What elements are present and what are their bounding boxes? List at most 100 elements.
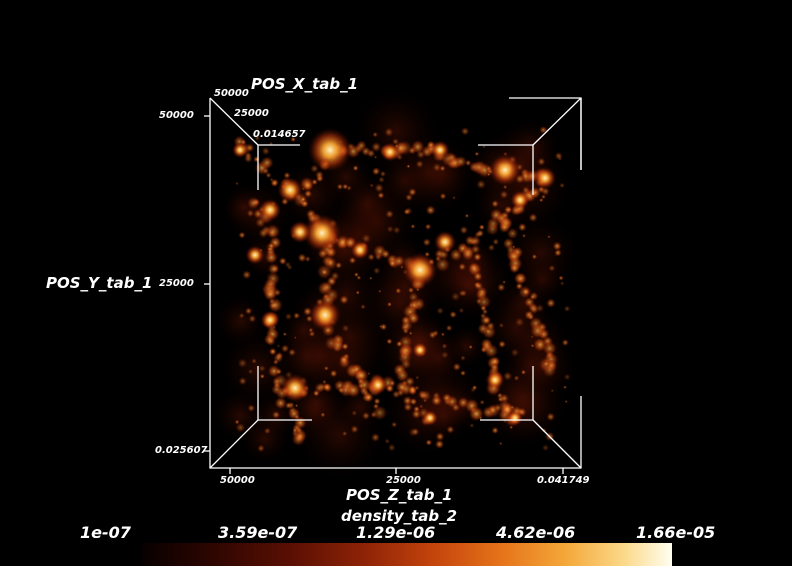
density-blob	[371, 141, 382, 153]
density-blob	[235, 422, 246, 433]
density-blob	[461, 247, 475, 262]
density-blob	[458, 290, 465, 297]
density-blob	[351, 410, 358, 417]
density-blob	[512, 245, 516, 249]
density-blob	[261, 146, 271, 156]
density-blob	[502, 371, 513, 382]
colorbar-tick-label: 1e-07	[80, 523, 131, 542]
density-blob	[440, 332, 445, 337]
density-blob	[464, 235, 476, 246]
density-blob	[260, 156, 274, 170]
density-blob	[509, 425, 514, 430]
density-blob	[514, 317, 525, 328]
density-blob	[414, 385, 420, 391]
density-blob	[409, 397, 418, 406]
density-blob	[522, 233, 526, 238]
density-blob	[268, 347, 277, 356]
density-blob	[492, 238, 500, 246]
density-blob	[408, 331, 413, 336]
density-blob	[542, 340, 558, 356]
density-blob	[341, 324, 350, 333]
density-blob	[259, 373, 265, 379]
density-blob	[380, 142, 400, 162]
density-blob	[280, 373, 310, 403]
density-blob	[445, 324, 453, 332]
density-blob	[302, 180, 314, 192]
density-blob	[326, 258, 336, 267]
density-blob	[412, 342, 428, 358]
density-blob	[499, 190, 509, 200]
density-blob	[468, 344, 473, 350]
density-blob	[507, 410, 523, 426]
density-blob	[513, 375, 520, 381]
colorbar	[142, 543, 672, 566]
density-blob	[402, 327, 409, 335]
density-blob	[357, 382, 365, 390]
density-blob	[415, 287, 420, 292]
density-blob	[330, 271, 340, 281]
density-blob	[395, 287, 402, 294]
density-blob	[290, 136, 297, 143]
density-blob	[419, 389, 432, 402]
density-blob	[265, 336, 276, 347]
density-blob	[254, 135, 261, 141]
y-tick-label: 25000	[159, 278, 194, 289]
y-tick-label: 50000	[159, 110, 194, 121]
density-blob	[529, 294, 536, 300]
density-blob	[479, 399, 485, 405]
density-blob	[386, 338, 393, 345]
density-blob	[476, 179, 486, 190]
density-blob	[502, 280, 506, 284]
density-blob	[483, 343, 499, 359]
density-blob	[337, 172, 398, 233]
density-blob	[491, 426, 499, 435]
density-blob	[460, 370, 466, 377]
density-blob	[323, 365, 329, 371]
density-blob	[332, 344, 342, 353]
density-blob	[254, 217, 266, 228]
density-blob	[232, 142, 248, 158]
density-blob	[559, 182, 565, 189]
density-blob	[435, 432, 445, 442]
density-blob	[449, 310, 457, 319]
density-blob	[386, 225, 394, 233]
density-blob	[392, 226, 401, 235]
density-blob	[361, 411, 371, 420]
x-tick-label: 25000	[234, 108, 269, 119]
density-blob	[422, 410, 438, 426]
density-blob	[485, 370, 505, 390]
density-blob	[475, 297, 483, 305]
density-blob	[307, 127, 353, 173]
density-blob	[546, 412, 556, 422]
density-blob	[432, 162, 442, 173]
density-blob	[476, 229, 485, 238]
density-blob	[563, 373, 571, 381]
density-blob	[284, 261, 292, 268]
density-blob	[246, 196, 260, 210]
density-blob	[280, 344, 290, 353]
density-blob	[288, 348, 297, 357]
density-blob	[531, 253, 538, 260]
density-blob	[387, 301, 392, 307]
density-blob	[346, 185, 352, 191]
density-blob	[336, 183, 344, 190]
density-blob	[434, 439, 445, 450]
density-blob	[459, 225, 469, 235]
density-blob	[348, 256, 357, 265]
density-blob	[282, 332, 287, 337]
density-blob	[400, 354, 404, 358]
density-blob	[311, 178, 318, 186]
density-blob	[478, 224, 485, 231]
bounding-box	[204, 97, 582, 474]
y-tick-label: 0.025607	[155, 445, 208, 456]
density-blob	[425, 205, 436, 216]
density-blob	[387, 443, 396, 452]
density-blob	[450, 291, 461, 302]
density-blob	[563, 305, 571, 313]
density-blob	[378, 176, 385, 184]
density-blob	[329, 369, 338, 378]
density-blob	[528, 213, 538, 223]
density-blob	[499, 441, 503, 446]
density-blob	[372, 405, 388, 421]
